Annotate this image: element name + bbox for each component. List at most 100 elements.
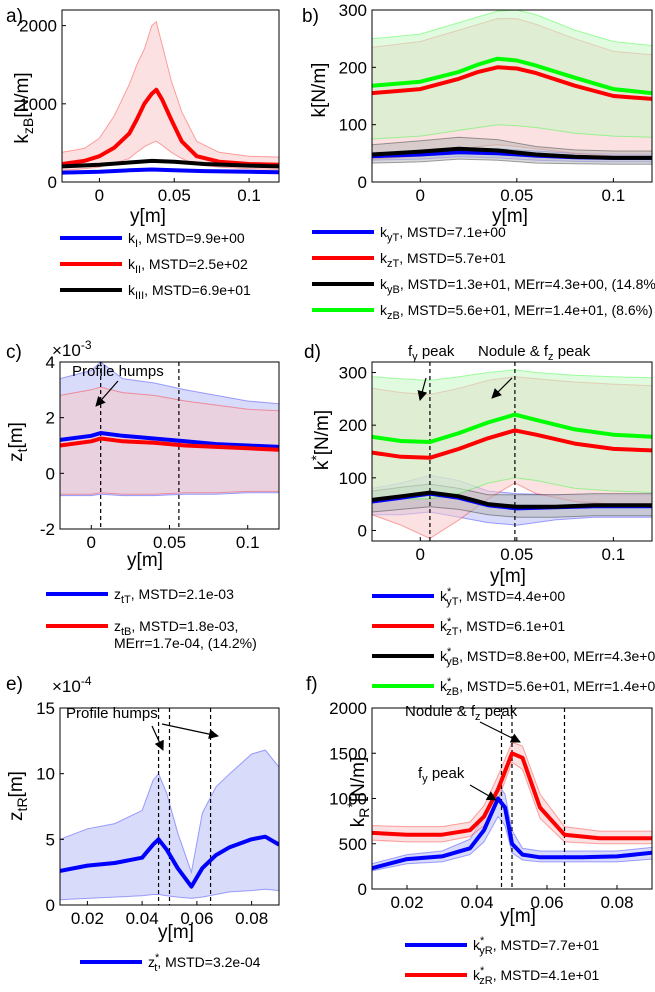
y-tick-label-e-1: 5 <box>46 830 55 849</box>
series-line-a-red <box>62 87 279 167</box>
annotation-arrows <box>95 377 521 801</box>
x-tick-label-b-2: 0.1 <box>602 186 626 205</box>
axes-box-b <box>371 9 653 183</box>
band-d-green <box>372 369 652 500</box>
chart-panel-e: 0.02 0.04 0.06 0.08 0 5 10 15 <box>36 699 280 928</box>
annotation-nodule-f: Nodule & fz peak <box>405 703 518 723</box>
chart-panel-f: 0.02 0.04 0.06 0.08 0 500 1000 1500 2000 <box>329 699 653 912</box>
legend-entry-e-0: z* t, MSTD=3.2e-04 <box>148 952 261 974</box>
y-tick-label-e-0: 0 <box>46 896 55 915</box>
y-tick-label-b-3: 300 <box>339 1 367 20</box>
series-line-b-red <box>372 65 652 101</box>
x-tick-label-f-1: 0.04 <box>460 893 493 912</box>
x-tick-label-a-1: 0.05 <box>158 186 191 205</box>
legend-entry-a-2: kIII, MSTD=6.9e+01 <box>128 282 251 302</box>
xlabel-f: y[m] <box>500 906 536 927</box>
x-tick-label-e-0: 0.02 <box>71 909 104 928</box>
annotation-fy-peak-d: fy peak <box>408 343 455 363</box>
y-tick-label-c-2: 2 <box>46 409 55 428</box>
x-tick-label-a-2: 0.1 <box>237 186 261 205</box>
legend-entry-f-1: k* zR, MSTD=4.1e+01 <box>473 965 600 987</box>
y-tick-label-f-0: 0 <box>358 880 367 899</box>
legend-entry-b-1: kzT, MSTD=5.7e+01 <box>380 250 506 270</box>
panel-label-b: b) <box>302 6 319 27</box>
annotation-fy-peak-f: fy peak <box>418 765 465 785</box>
annotation-profile-humps-c: Profile humps <box>72 363 164 380</box>
ylabel-c: zt[m] <box>6 422 30 462</box>
y-tick-label-e-3: 15 <box>36 699 55 718</box>
y-tick-label-f-3: 1500 <box>329 744 367 763</box>
y-tick-label-b-0: 0 <box>358 173 367 192</box>
x-tick-label-c-1: 0.05 <box>153 533 186 552</box>
chart-panel-d: 0 0.05 0.1 0 100 200 300 <box>339 361 653 564</box>
arrow-fy-peak-f <box>469 784 497 801</box>
band-b-green <box>372 10 652 140</box>
annotation-nodule-d: Nodule & fz peak <box>478 343 591 363</box>
y-tick-label-d-3: 300 <box>339 364 367 383</box>
legend-entry-b-3: kzB, MSTD=5.6e+01, MErr=1.4e+01, (8.6%) <box>380 302 653 322</box>
legend-entry-d-0: k* yT, MSTD=4.4e+00 <box>440 586 565 608</box>
panel-label-c: c) <box>6 342 22 363</box>
xlabel-c: y[m] <box>127 550 163 571</box>
legend-entry-d-3: k*zB, MSTD=5.6e+01, MErr=1.4e+01, (18.3%… <box>440 676 655 698</box>
y-tick-label-d-2: 200 <box>339 416 367 435</box>
annotation-profile-humps-e: Profile humps <box>66 705 158 722</box>
legend-entry-a-0: kI, MSTD=9.9e+00 <box>128 230 245 250</box>
chart-panel-b: 0 0.05 0.1 0 100 200 300 <box>339 1 653 205</box>
xlabel-d: y[m] <box>490 566 526 587</box>
y-tick-label-b-1: 100 <box>339 116 367 135</box>
legend-entry-b-2: kyB, MSTD=1.3e+01, MErr=4.3e+00, (14.8%) <box>380 276 655 296</box>
arrow-nodule-d <box>491 377 513 399</box>
y-tick-label-f-4: 2000 <box>329 699 367 718</box>
x-tick-label-d-2: 0.1 <box>602 545 626 564</box>
legends: kI, MSTD=9.9e+00 kII, MSTD=2.5e+02 kIII, M… <box>46 224 655 987</box>
ylabel-f: kR*[N/m] <box>344 757 372 827</box>
x-tick-label-d-1: 0.05 <box>500 545 533 564</box>
legend-entry-c-1: ztB, MSTD=1.8e-03, <box>114 618 238 638</box>
chart-panel-c: 0 0.05 0.1 -2 0 2 4 <box>40 353 280 552</box>
x-tick-label-f-0: 0.02 <box>390 893 423 912</box>
xlabel-e: y[m] <box>158 922 194 943</box>
legend-entry-d-2: k*yB, MSTD=8.8e+00, MErr=4.3e+00, (17.3%… <box>440 646 655 668</box>
panel-label-d: d) <box>304 342 321 363</box>
arrow-profile-humps-e-right <box>161 723 219 740</box>
legend-entry-c-0: ztT, MSTD=2.1e-03 <box>114 586 234 606</box>
ylabel-a: kzB[N/m] <box>12 72 36 143</box>
ylabel-e: ztR[m] <box>6 771 30 821</box>
x-tick-label-b-0: 0 <box>416 186 425 205</box>
y-tick-label-d-0: 0 <box>358 521 367 540</box>
legend-entry-b-0: kyT, MSTD=7.1e+00 <box>380 224 506 244</box>
legend-entry-a-1: kII, MSTD=2.5e+02 <box>128 256 248 276</box>
axes-box-d <box>371 361 653 542</box>
arrow-profile-humps-c <box>95 380 119 407</box>
y-tick-label-d-1: 100 <box>339 469 367 488</box>
y-tick-label-c-3: 4 <box>46 353 55 372</box>
x-tick-label-f-2: 0.06 <box>530 893 563 912</box>
ylabel-b: k[N/m] <box>309 63 330 118</box>
x-tick-label-f-3: 0.08 <box>600 893 633 912</box>
series-line-a-blue <box>62 167 279 175</box>
series-line-f-red <box>372 751 652 841</box>
arrow-nodule-f <box>479 721 521 743</box>
y-tick-label-a-0: 0 <box>48 173 57 192</box>
y-tick-label-f-1: 500 <box>339 835 367 854</box>
y-tick-label-b-2: 200 <box>339 58 367 77</box>
y-tick-label-c-0: -2 <box>40 520 55 539</box>
x-tick-label-d-0: 0 <box>416 545 425 564</box>
series-line-a-black <box>62 158 279 169</box>
axes-box-e <box>59 707 280 906</box>
axes-box-a <box>61 9 280 183</box>
x-tick-label-c-0: 0 <box>87 533 96 552</box>
arrow-fy-peak-d <box>417 377 428 401</box>
x-tick-label-e-3: 0.08 <box>235 909 268 928</box>
arrow-profile-humps-e-left <box>151 725 164 751</box>
ylabel-d: k*[N/m] <box>308 410 333 470</box>
series-line-b-green <box>372 56 652 96</box>
panel-label-f: f) <box>306 674 318 695</box>
y-tick-label-c-1: 0 <box>46 464 55 483</box>
xlabel-b: y[m] <box>492 206 528 227</box>
x-tick-label-a-0: 0 <box>95 186 104 205</box>
legend-entry-c-1-line2: MErr=1.7e-04, (14.2%) <box>114 635 257 651</box>
y-tick-label-a-1: 1000 <box>19 95 57 114</box>
